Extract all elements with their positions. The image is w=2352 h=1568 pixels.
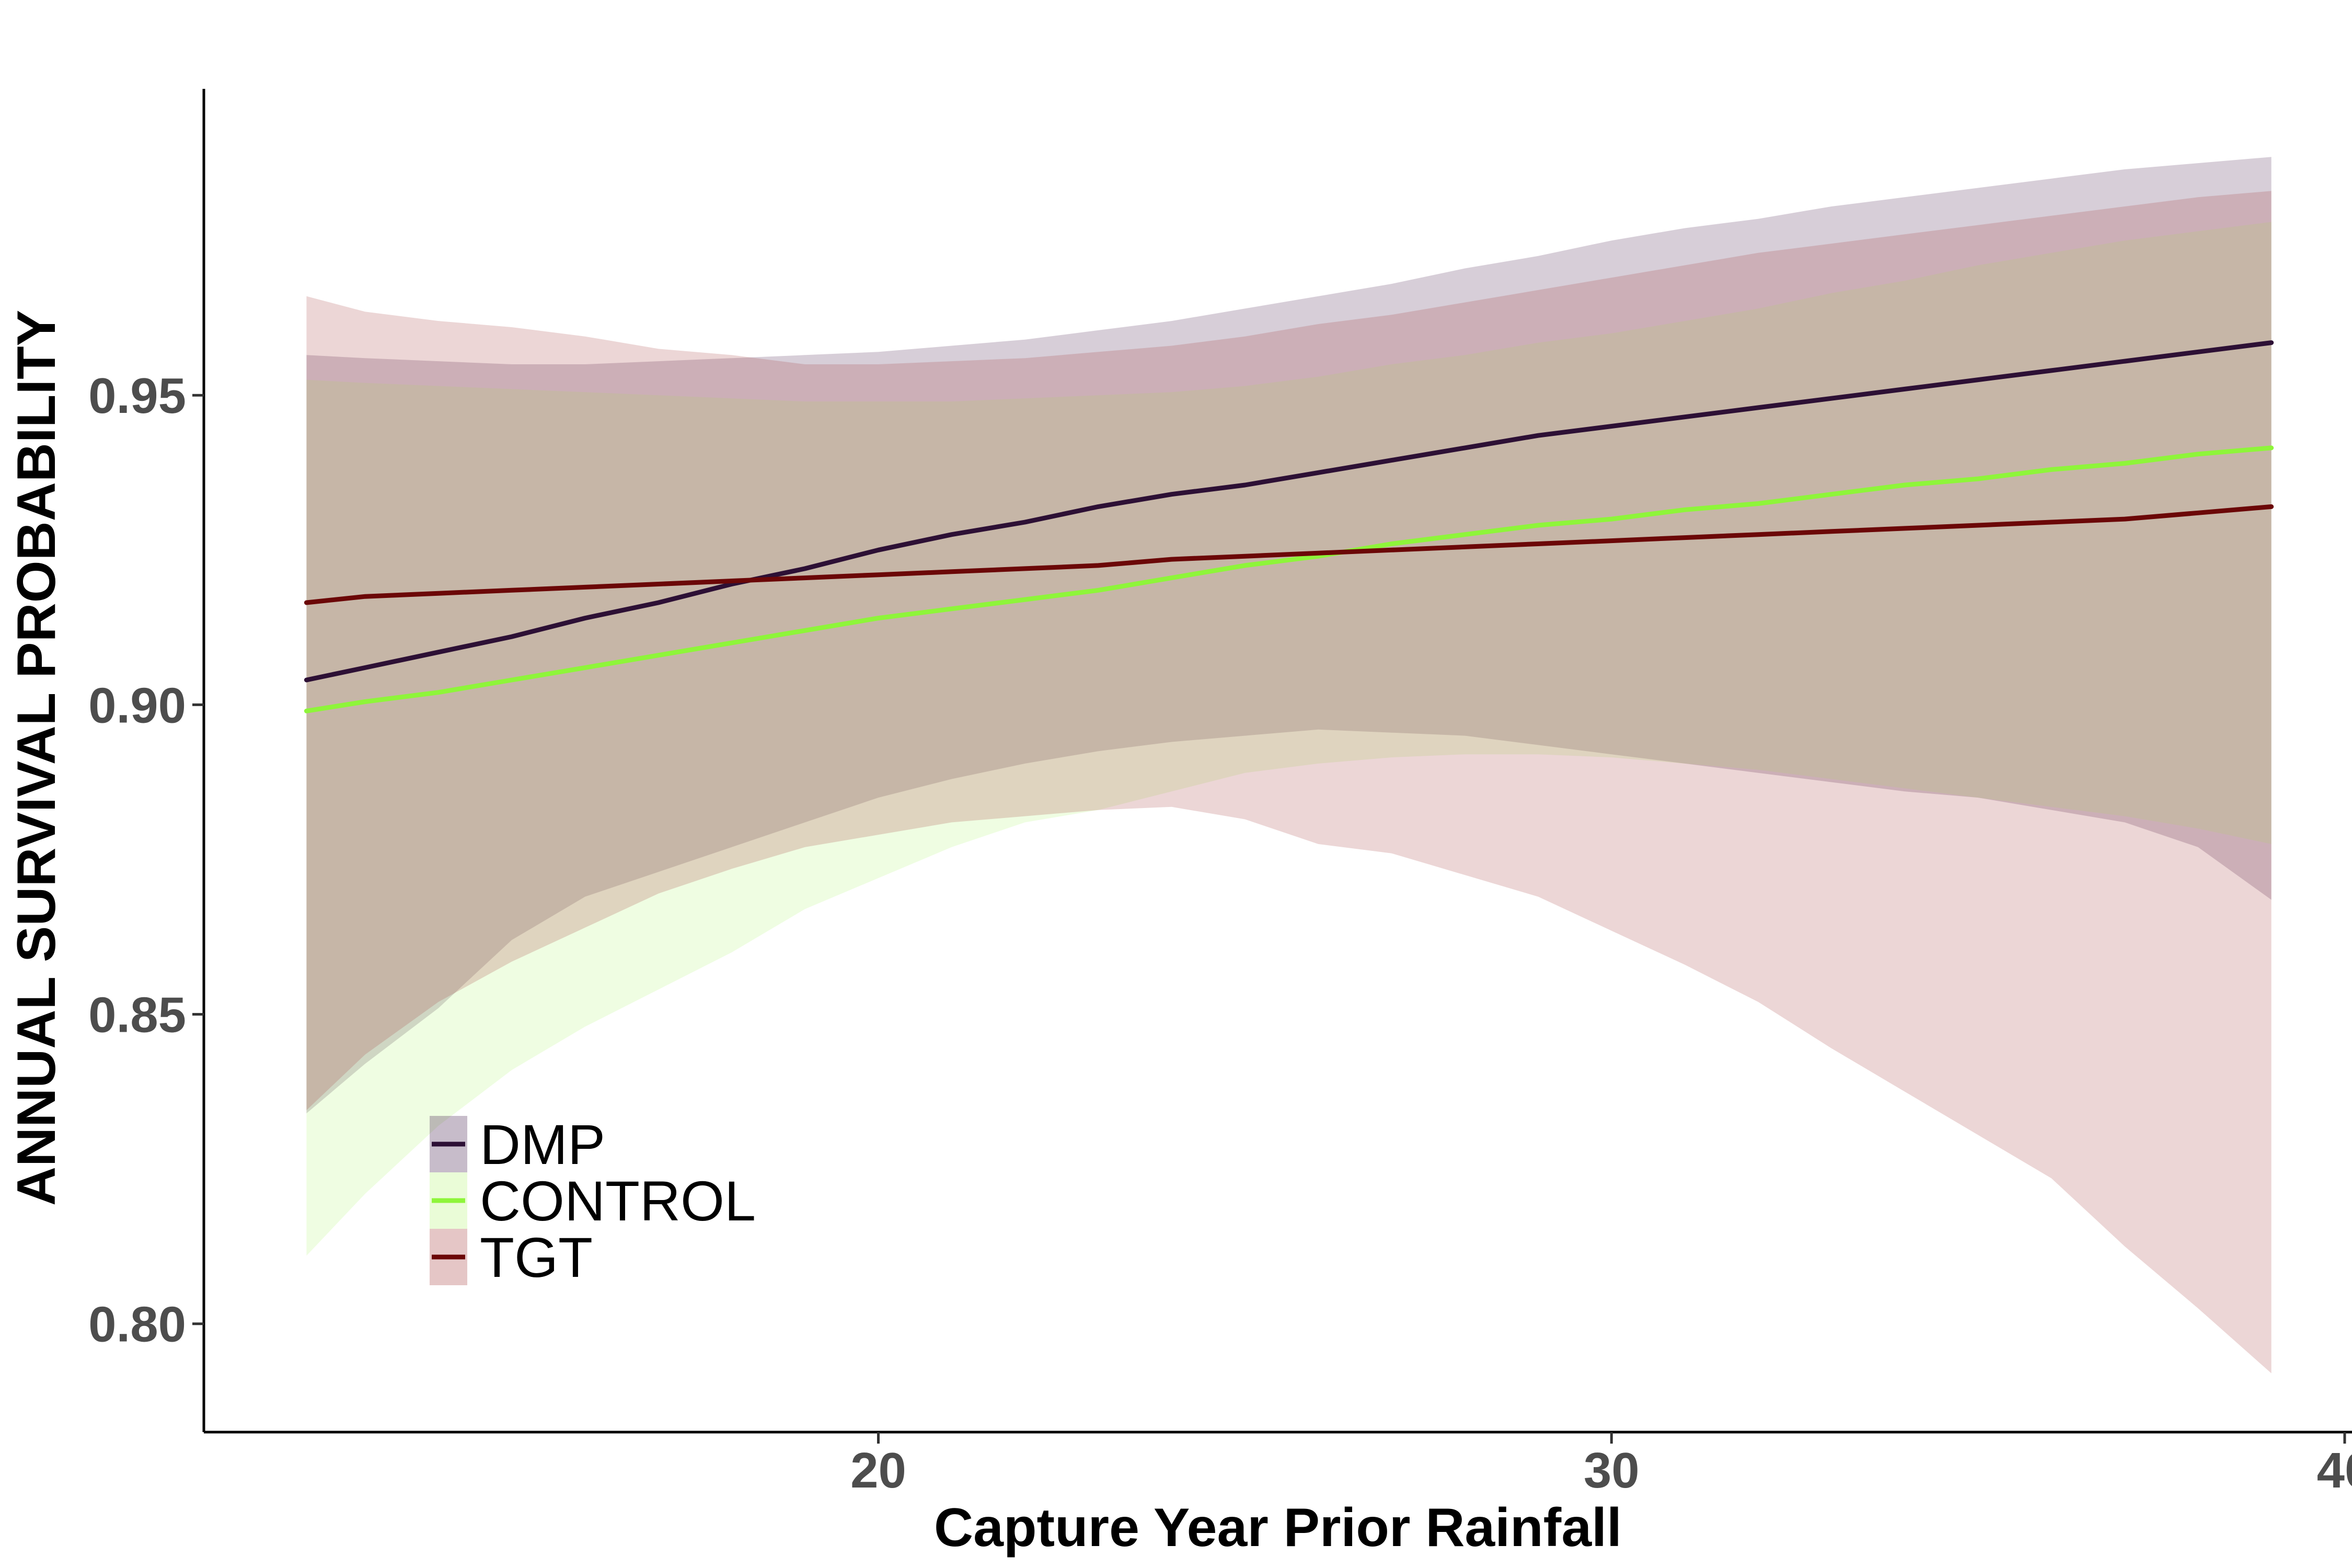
confidence-bands: [306, 157, 2272, 1374]
series-lines: [304, 340, 2274, 713]
x-tick-label: 30: [1584, 1443, 1640, 1498]
x-axis-title: Capture Year Prior Rainfall: [934, 1497, 1622, 1558]
line-control: [304, 445, 2274, 713]
x-tick-label: 40: [2317, 1443, 2352, 1498]
y-axis-ticks: 0.80 0.85 0.90 0.95: [88, 368, 204, 1353]
y-axis-title: ANNUAL SURVIVAL PROBABILITY: [6, 310, 67, 1206]
y-tick-label: 0.85: [88, 987, 186, 1043]
axes: [202, 89, 2352, 1434]
legend-label-dmp: DMP: [480, 1113, 605, 1176]
y-tick-label: 0.95: [88, 368, 186, 424]
legend-label-control: CONTROL: [480, 1169, 756, 1232]
legend-label-tgt: TGT: [480, 1226, 593, 1289]
x-axis-ticks: 20 30 40: [850, 1432, 2352, 1498]
band-dmp: [306, 157, 2272, 1114]
x-tick-label: 20: [850, 1443, 906, 1498]
y-tick-label: 0.80: [88, 1297, 186, 1353]
y-tick-label: 0.90: [88, 677, 186, 733]
line-dmp: [304, 340, 2274, 683]
line-tgt: [304, 504, 2274, 605]
band-control: [306, 222, 2272, 1256]
band-tgt: [306, 191, 2272, 1374]
